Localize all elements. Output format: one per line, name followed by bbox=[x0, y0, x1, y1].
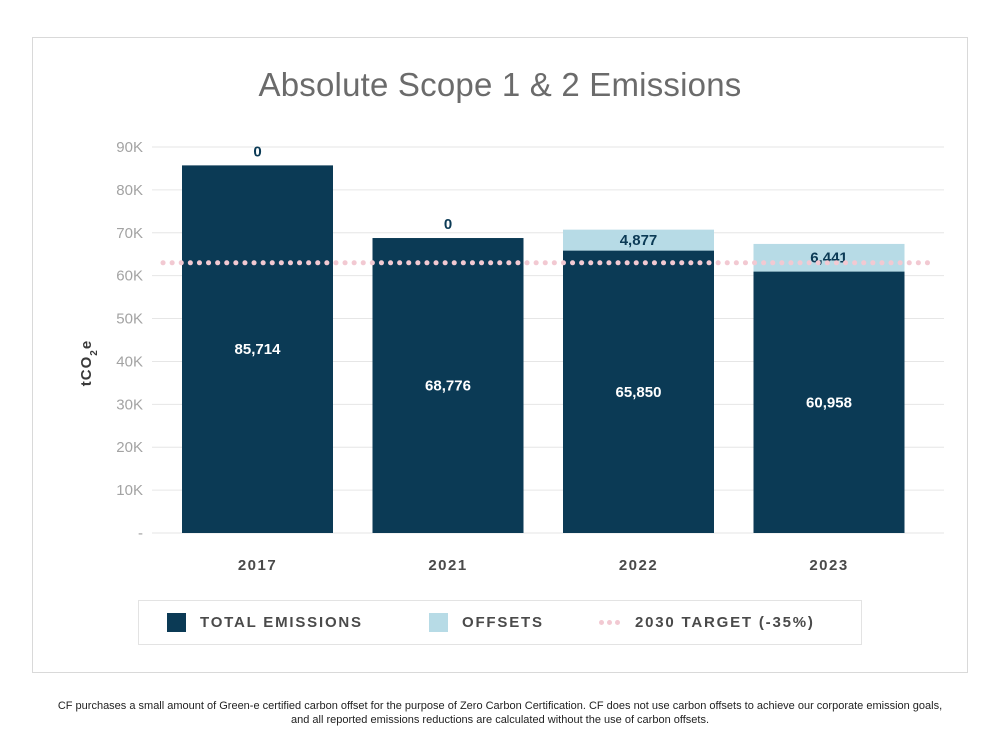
chart-frame bbox=[32, 37, 968, 673]
y-tick-label: 90K bbox=[116, 139, 143, 156]
legend-item-total-emissions: TOTAL EMISSIONS bbox=[167, 601, 363, 643]
y-axis-label: tCO2e bbox=[78, 340, 100, 386]
y-tick-label: 80K bbox=[116, 182, 143, 199]
bar-total-emissions-2022 bbox=[563, 250, 714, 533]
bar-offsets-2023 bbox=[753, 243, 905, 272]
chart-title: Absolute Scope 1 & 2 Emissions bbox=[258, 66, 742, 103]
footnote-line-1: CF purchases a small amount of Green-e c… bbox=[57, 700, 943, 712]
legend-label-target: 2030 TARGET (-35%) bbox=[635, 613, 815, 631]
y-tick-label: 30K bbox=[116, 396, 143, 413]
bar-offsets-2022 bbox=[563, 229, 714, 251]
y-tick-label: 40K bbox=[116, 353, 143, 370]
x-tick-label-2023: 2023 bbox=[809, 557, 848, 574]
legend-swatch-offsets bbox=[429, 612, 448, 632]
legend-label-total-emissions: TOTAL EMISSIONS bbox=[200, 613, 363, 631]
bar-total-emissions-2021 bbox=[372, 238, 524, 533]
emissions-chart: - 10K 20K 30K 40K 50K 60K 70K 80K 90K tCO2e 85,714 0… bbox=[78, 139, 944, 574]
y-tick-label: 10K bbox=[116, 482, 143, 499]
data-label-total-2017: 85,714 bbox=[235, 341, 282, 358]
legend-item-offsets: OFFSETS bbox=[429, 601, 544, 643]
footnote-line-2: and all reported emissions reductions ar… bbox=[290, 714, 710, 726]
data-label-total-2022: 65,850 bbox=[616, 384, 662, 401]
chart-legend: TOTAL EMISSIONS OFFSETS 2030 TARGET (-35… bbox=[138, 600, 862, 645]
legend-swatch-total-emissions bbox=[167, 612, 186, 632]
data-label-offsets-2021: 0 bbox=[444, 216, 452, 233]
data-label-total-2023: 60,958 bbox=[806, 394, 852, 411]
footnote: CF purchases a small amount of Green-e c… bbox=[10, 699, 990, 727]
y-tick-label: 20K bbox=[116, 439, 143, 456]
legend-swatch-target bbox=[599, 619, 623, 625]
data-label-total-2021: 68,776 bbox=[425, 378, 471, 395]
bar-total-emissions-2017 bbox=[182, 165, 333, 533]
y-tick-label: 60K bbox=[116, 268, 143, 285]
bar-total-emissions-2023 bbox=[753, 271, 905, 533]
y-tick-label: 50K bbox=[116, 311, 143, 328]
legend-label-offsets: OFFSETS bbox=[462, 613, 544, 631]
x-tick-label-2022: 2022 bbox=[619, 557, 658, 574]
x-tick-label-2017: 2017 bbox=[238, 557, 277, 574]
y-tick-label: 70K bbox=[116, 225, 143, 242]
y-tick-label: - bbox=[138, 525, 143, 542]
legend-item-target: 2030 TARGET (-35%) bbox=[599, 601, 815, 643]
data-label-offsets-2022: 4,877 bbox=[620, 232, 658, 249]
x-tick-label-2021: 2021 bbox=[428, 557, 467, 574]
data-label-offsets-2017: 0 bbox=[253, 143, 261, 160]
